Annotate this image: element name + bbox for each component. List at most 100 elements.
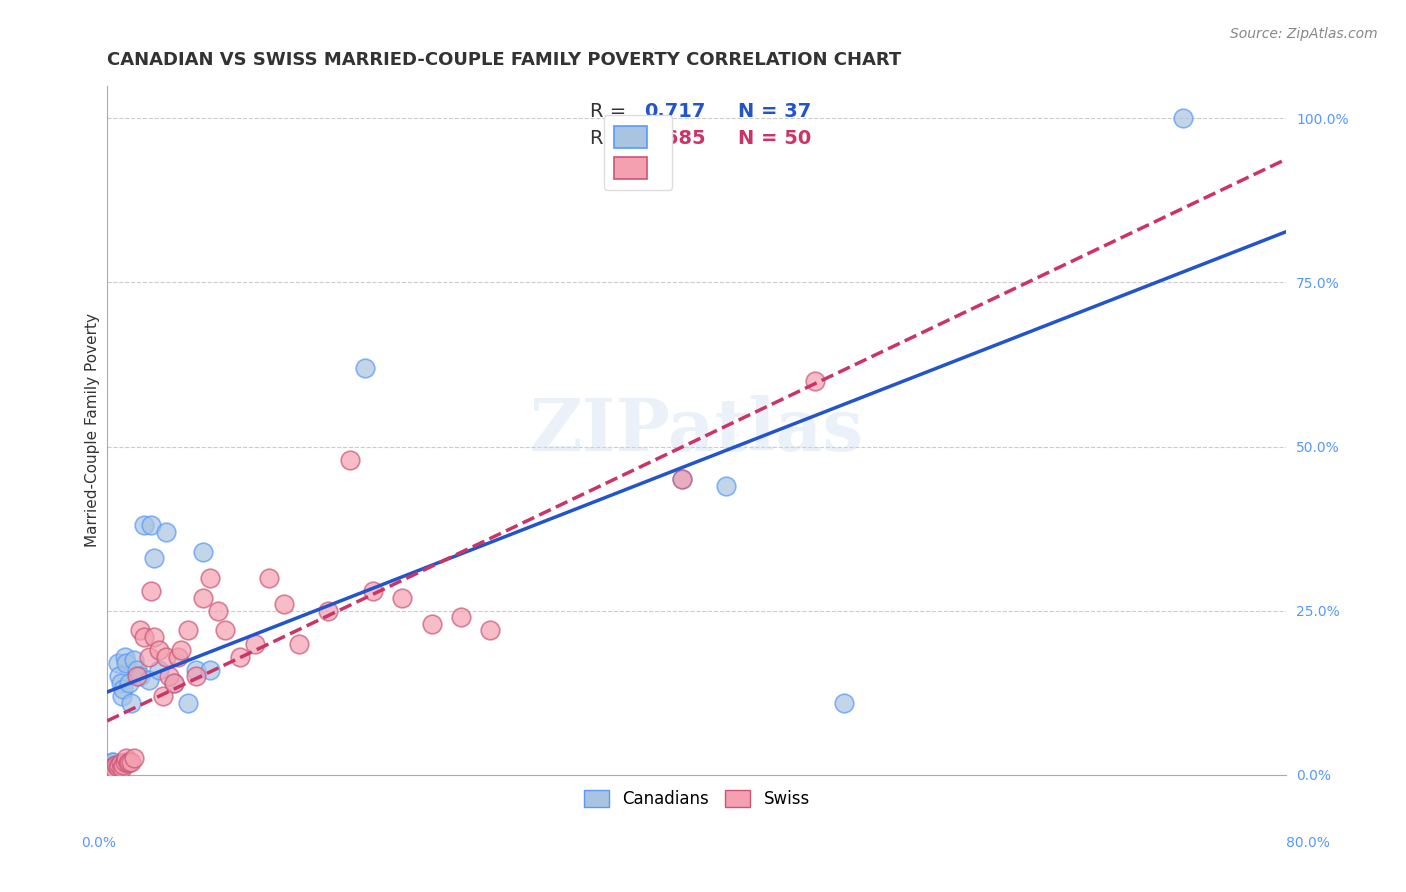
Text: N = 37: N = 37	[738, 102, 811, 120]
Point	[214, 624, 236, 638]
Point	[108, 758, 131, 772]
Point	[100, 755, 122, 769]
Point	[114, 649, 136, 664]
Point	[120, 755, 142, 769]
Point	[110, 676, 132, 690]
Text: 0.717: 0.717	[644, 102, 706, 120]
Point	[100, 758, 122, 772]
Point	[115, 657, 138, 671]
Point	[112, 682, 135, 697]
Point	[138, 649, 160, 664]
Legend: Canadians, Swiss: Canadians, Swiss	[576, 783, 817, 814]
Point	[115, 751, 138, 765]
Point	[101, 761, 124, 775]
Point	[125, 669, 148, 683]
Point	[318, 604, 340, 618]
Point	[479, 624, 502, 638]
Point	[138, 673, 160, 687]
Point	[97, 764, 120, 779]
Point	[191, 544, 214, 558]
Point	[108, 669, 131, 683]
Point	[177, 624, 200, 638]
Point	[1173, 112, 1195, 126]
Point	[200, 571, 222, 585]
Point	[112, 758, 135, 772]
Point	[229, 649, 252, 664]
Point	[132, 518, 155, 533]
Text: CANADIAN VS SWISS MARRIED-COUPLE FAMILY POVERTY CORRELATION CHART: CANADIAN VS SWISS MARRIED-COUPLE FAMILY …	[107, 51, 901, 69]
Point	[104, 763, 127, 777]
Point	[101, 761, 124, 775]
Point	[273, 597, 295, 611]
Point	[143, 630, 166, 644]
Point	[804, 374, 827, 388]
Point	[450, 610, 472, 624]
Point	[122, 751, 145, 765]
Point	[114, 755, 136, 769]
Point	[107, 760, 129, 774]
Text: 0.0%: 0.0%	[82, 836, 115, 850]
Text: N = 50: N = 50	[738, 129, 811, 148]
Point	[111, 689, 134, 703]
Point	[125, 663, 148, 677]
Point	[120, 696, 142, 710]
Point	[170, 643, 193, 657]
Point	[98, 764, 121, 779]
Point	[141, 518, 163, 533]
Point	[354, 360, 377, 375]
Point	[361, 584, 384, 599]
Point	[339, 452, 361, 467]
Point	[110, 756, 132, 770]
Text: Source: ZipAtlas.com: Source: ZipAtlas.com	[1230, 27, 1378, 41]
Point	[288, 636, 311, 650]
Point	[259, 571, 281, 585]
Point	[157, 669, 180, 683]
Point	[107, 657, 129, 671]
Text: 80.0%: 80.0%	[1285, 836, 1330, 850]
Point	[671, 472, 693, 486]
Point	[832, 696, 855, 710]
Point	[141, 584, 163, 599]
Point	[243, 636, 266, 650]
Point	[101, 755, 124, 769]
Y-axis label: Married-Couple Family Poverty: Married-Couple Family Poverty	[86, 313, 100, 547]
Point	[671, 472, 693, 486]
Point	[162, 676, 184, 690]
Point	[148, 643, 170, 657]
Point	[122, 653, 145, 667]
Point	[104, 758, 127, 772]
Point	[132, 630, 155, 644]
Point	[105, 761, 128, 775]
Text: ZIPatlas: ZIPatlas	[530, 394, 863, 466]
Point	[118, 755, 141, 769]
Point	[191, 591, 214, 605]
Point	[98, 763, 121, 777]
Point	[148, 663, 170, 677]
Point	[100, 760, 122, 774]
Point	[200, 663, 222, 677]
Text: R =: R =	[591, 102, 626, 120]
Point	[152, 689, 174, 703]
Point	[716, 479, 738, 493]
Text: 0.685: 0.685	[644, 129, 706, 148]
Point	[104, 761, 127, 775]
Point	[105, 758, 128, 772]
Text: R =: R =	[591, 129, 626, 148]
Point	[177, 696, 200, 710]
Point	[118, 676, 141, 690]
Point	[97, 761, 120, 775]
Point	[184, 669, 207, 683]
Point	[184, 663, 207, 677]
Point	[128, 669, 150, 683]
Point	[111, 761, 134, 775]
Point	[420, 616, 443, 631]
Point	[167, 649, 190, 664]
Point	[128, 624, 150, 638]
Point	[207, 604, 229, 618]
Point	[155, 649, 177, 664]
Point	[143, 551, 166, 566]
Point	[162, 676, 184, 690]
Point	[391, 591, 413, 605]
Point	[155, 524, 177, 539]
Point	[117, 756, 139, 770]
